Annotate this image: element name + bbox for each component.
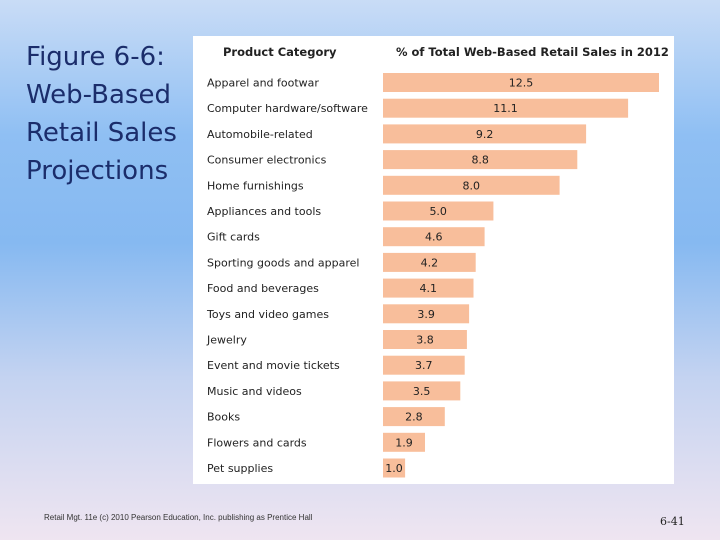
bar	[383, 73, 659, 92]
category-label: Food and beverages	[207, 282, 319, 295]
category-label: Event and movie tickets	[207, 359, 340, 372]
chart-panel: Product Category % of Total Web-Based Re…	[193, 36, 674, 484]
category-label: Toys and video games	[206, 308, 329, 321]
bar-value-label: 2.8	[405, 411, 423, 424]
value-header: % of Total Web-Based Retail Sales in 201…	[396, 45, 669, 59]
chart-rows: Apparel and footwar 12.5 Computer hardware…	[206, 73, 659, 478]
bar	[383, 355, 465, 375]
slide-footer: Retail Mgt. 11e (c) 2010 Pearson Educati…	[44, 513, 313, 522]
bar-value-label: 4.2	[421, 256, 439, 269]
bar	[383, 381, 461, 401]
page-number: 6-41	[660, 515, 685, 528]
category-label: Jewelry	[206, 334, 247, 347]
category-label: Home furnishings	[207, 179, 304, 192]
bar-value-label: 12.5	[509, 77, 534, 90]
category-header: Product Category	[223, 45, 337, 59]
bar-value-label: 4.6	[425, 231, 443, 244]
bar	[383, 304, 470, 324]
bar	[383, 175, 560, 195]
bar-value-label: 8.8	[471, 154, 489, 167]
bar-value-label: 11.1	[493, 102, 518, 115]
category-label: Consumer electronics	[207, 154, 327, 167]
category-label: Pet supplies	[207, 462, 273, 475]
category-label: Music and videos	[207, 385, 302, 398]
category-label: Gift cards	[207, 231, 260, 244]
bar	[383, 98, 629, 118]
bar	[383, 432, 425, 452]
bar-value-label: 9.2	[476, 128, 494, 141]
bar-value-label: 3.8	[416, 334, 434, 347]
bar	[383, 330, 467, 349]
title-line-4: Projections	[26, 156, 169, 186]
bar-value-label: 1.0	[385, 462, 403, 475]
bar-value-label: 1.9	[395, 436, 413, 449]
bar	[383, 407, 445, 427]
bar	[383, 150, 578, 170]
category-label: Books	[207, 411, 240, 424]
bar-chart: Product Category % of Total Web-Based Re…	[206, 45, 669, 478]
category-label: Sporting goods and apparel	[207, 256, 359, 269]
bar-value-label: 4.1	[420, 282, 438, 295]
category-label: Automobile-related	[207, 128, 313, 141]
slide-title: Figure 6-6: Web-Based Retail Sales Proje…	[26, 38, 191, 190]
title-line-3: Retail Sales	[26, 118, 177, 148]
bar	[383, 278, 474, 298]
category-label: Appliances and tools	[207, 205, 321, 218]
category-label: Computer hardware/software	[207, 102, 368, 115]
bar	[383, 458, 406, 478]
bar	[383, 252, 476, 272]
title-line-1: Figure 6-6:	[26, 42, 165, 72]
bar	[383, 201, 494, 221]
bar-value-label: 3.5	[413, 385, 431, 398]
bar-value-label: 3.9	[417, 308, 435, 321]
bar	[383, 124, 587, 144]
bar	[383, 227, 485, 247]
bar-value-label: 8.0	[463, 179, 481, 192]
bar-value-label: 5.0	[429, 205, 447, 218]
title-line-2: Web-Based	[26, 80, 171, 110]
bar-value-label: 3.7	[415, 359, 433, 372]
category-label: Apparel and footwar	[207, 77, 319, 90]
category-label: Flowers and cards	[207, 436, 307, 449]
